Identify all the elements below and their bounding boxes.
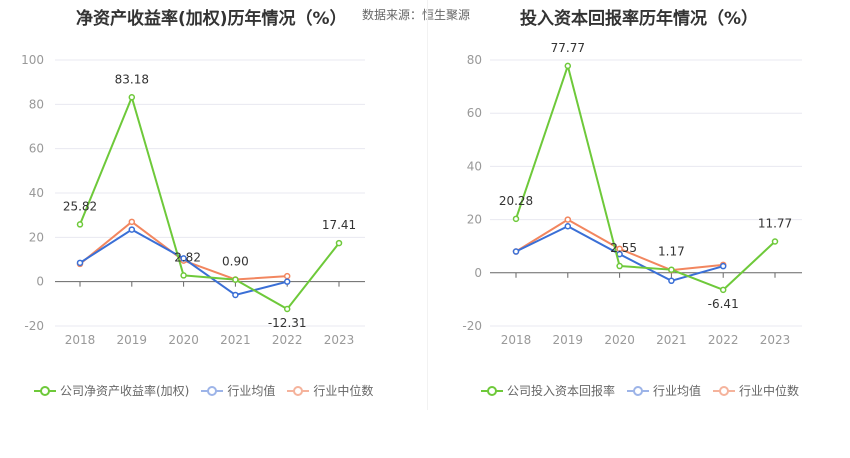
legend-item-company[interactable]: 公司投入资本回报率 [481,382,615,399]
data-point-average [180,255,187,262]
data-label: -6.41 [708,297,739,311]
y-tick-label: 20 [467,213,482,227]
series-line-company [515,64,776,291]
x-tick-label: 2018 [65,333,96,347]
x-tick-label: 2022 [272,333,303,347]
data-point-company [564,62,572,70]
y-tick-label: 100 [21,53,44,67]
legend-label-company: 公司净资产收益率(加权) [60,384,190,398]
legend-marker-average [201,385,224,397]
x-tick-label: 2023 [324,333,355,347]
y-tick-label: 0 [36,275,44,289]
data-label: 1.17 [658,245,685,259]
data-label: 17.41 [322,218,356,232]
x-tick-label: 2019 [553,333,584,347]
y-tick-label: 80 [467,53,482,67]
data-point-average [512,248,520,255]
data-point-company [719,286,727,294]
data-point-company [512,215,520,223]
x-tick-label: 2021 [656,333,687,347]
data-point-average [719,262,727,270]
y-tick-label: 80 [29,97,44,111]
data-point-company [335,239,343,247]
legend-marker-company [481,385,503,397]
legend-label-company: 公司投入资本回报率 [507,384,616,398]
legend-item-median[interactable]: 行业中位数 [287,382,373,399]
x-tick-label: 2020 [604,333,635,347]
y-tick-label: 60 [467,106,482,120]
data-point-median [564,216,572,223]
y-tick-label: -20 [462,319,482,333]
x-tick-label: 2023 [760,333,791,347]
roe-chart: -20 0 20 40 60 80 100 2018 2019 2020 2021 2022 2023 2… [21,53,365,347]
data-label: 77.77 [551,41,585,55]
roic-legend: 公司投入资本回报率 行业均值 行业中位数 [481,382,811,399]
x-tick-label: 2020 [168,333,199,347]
x-tick-label: 2021 [220,333,251,347]
series-line-company [79,96,340,310]
data-point-company [283,305,291,313]
data-label: 11.77 [758,216,792,230]
data-point-average [232,291,239,299]
legend-label-average: 行业均值 [227,384,276,398]
roe-legend: 公司净资产收益率(加权) 行业均值 行业中位数 [34,382,385,399]
legend-label-median: 行业中位数 [739,384,800,398]
data-point-company [128,94,136,101]
legend-marker-median [713,385,736,397]
legend-item-average[interactable]: 行业均值 [201,382,275,399]
y-tick-label: 20 [29,230,44,244]
y-tick-label: 60 [29,142,44,156]
legend-label-average: 行业均值 [653,384,702,398]
panel-divider [427,0,428,410]
y-tick-label: -20 [24,319,44,333]
roic-chart: -20 0 20 40 60 80 2018 2019 2020 2021 2022 2023 20.2… [462,41,802,347]
y-tick-label: 0 [474,266,482,280]
data-label: 2.55 [610,241,637,255]
data-label: 83.18 [115,72,149,86]
data-point-company [616,262,623,270]
data-point-company [180,272,187,279]
data-point-company [771,238,779,245]
legend-item-average[interactable]: 行业均值 [627,382,701,399]
y-tick-label: 40 [29,186,44,200]
x-tick-label: 2022 [708,333,739,347]
data-label: 25.82 [63,199,97,213]
legend-marker-company [34,385,56,397]
x-tick-label: 2019 [117,333,148,347]
chart-title-roe: 净资产收益率(加权)历年情况（%） [76,9,347,29]
data-point-median [128,218,136,226]
legend-marker-average [627,385,650,397]
data-label: 0.90 [222,255,249,269]
data-label: 2.82 [174,250,201,264]
y-tick-label: 40 [467,159,482,173]
data-point-average [128,226,136,233]
data-point-average [76,259,84,267]
x-tick-label: 2018 [501,333,532,347]
legend-marker-median [287,385,310,397]
data-point-company [76,221,84,228]
data-point-company [668,266,675,273]
legend-item-median[interactable]: 行业中位数 [713,382,799,399]
data-label: -12.31 [268,316,307,330]
data-point-company [232,276,239,283]
data-label: 20.28 [499,194,533,208]
data-point-average [564,223,572,230]
legend-item-company[interactable]: 公司净资产收益率(加权) [34,382,189,399]
chart-title-roic: 投入资本回报率历年情况（%） [520,9,759,29]
legend-label-median: 行业中位数 [313,384,374,398]
data-point-average [668,277,675,285]
data-source-label: 数据来源：恒生聚源 [362,8,471,22]
data-point-average [283,278,291,285]
